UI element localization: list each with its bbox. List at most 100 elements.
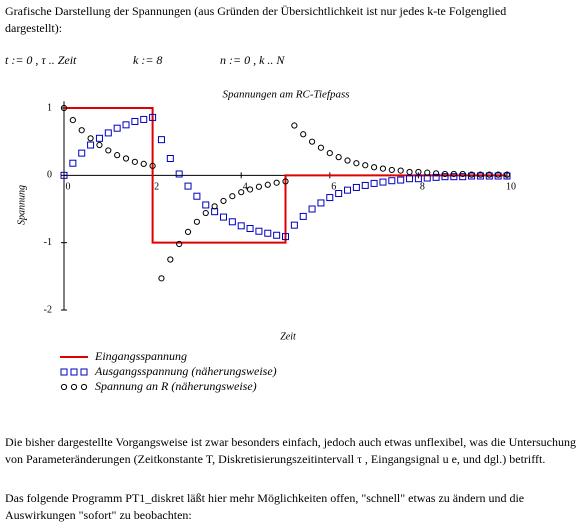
square-marker bbox=[379, 178, 387, 186]
circle-marker bbox=[397, 167, 404, 174]
square-marker bbox=[370, 179, 378, 187]
y-tick-label: -2 bbox=[44, 304, 52, 315]
legend-label: Spannung an R (näherungsweise) bbox=[95, 379, 257, 393]
square-marker bbox=[494, 172, 502, 180]
circle-marker bbox=[246, 186, 254, 193]
circle-marker bbox=[149, 162, 156, 170]
circle-marker bbox=[114, 152, 121, 159]
circle-marker bbox=[424, 169, 431, 176]
circle-marker bbox=[477, 171, 484, 178]
definition: n := 0 , k .. N bbox=[220, 53, 285, 67]
square-marker bbox=[308, 205, 316, 213]
x-tick-label: 4 bbox=[243, 182, 248, 193]
step-line bbox=[64, 107, 507, 244]
circle-marker bbox=[69, 117, 76, 124]
square-marker bbox=[459, 173, 467, 181]
circle-marker bbox=[193, 218, 200, 225]
circle-marker bbox=[184, 228, 192, 235]
square-marker bbox=[78, 149, 86, 157]
square-marker bbox=[157, 136, 165, 144]
square-marker bbox=[131, 117, 139, 125]
square-marker bbox=[149, 113, 157, 121]
legend-swatch bbox=[60, 368, 68, 376]
circle-marker bbox=[300, 131, 307, 138]
circle-marker bbox=[211, 203, 218, 210]
square-marker bbox=[228, 218, 236, 226]
circle-marker bbox=[229, 193, 236, 200]
circle-marker bbox=[459, 170, 466, 178]
square-marker bbox=[441, 173, 449, 181]
circle-marker bbox=[220, 197, 227, 205]
circle-marker bbox=[238, 189, 245, 196]
square-marker bbox=[219, 213, 227, 221]
circle-marker bbox=[87, 135, 94, 142]
square-marker bbox=[122, 121, 130, 129]
square-marker bbox=[406, 175, 414, 183]
circle-marker bbox=[291, 122, 298, 129]
square-marker bbox=[388, 177, 396, 185]
square-marker bbox=[202, 201, 210, 209]
square-marker bbox=[414, 175, 422, 183]
square-marker bbox=[397, 176, 405, 184]
square-marker bbox=[87, 141, 95, 149]
circle-marker bbox=[255, 183, 263, 190]
circle-marker bbox=[105, 147, 112, 154]
y-axis-label: Spannung bbox=[16, 185, 27, 225]
square-marker bbox=[317, 199, 325, 207]
x-tick-label: 10 bbox=[506, 182, 516, 193]
circle-marker bbox=[486, 171, 493, 178]
circle-marker bbox=[273, 179, 280, 186]
square-marker bbox=[193, 192, 201, 200]
square-marker bbox=[282, 233, 289, 241]
square-marker bbox=[255, 227, 263, 235]
circle-marker bbox=[406, 168, 413, 176]
circle-marker bbox=[468, 171, 475, 178]
x-axis-label: Zeit bbox=[280, 331, 296, 342]
circle-marker bbox=[317, 144, 325, 151]
circle-marker bbox=[503, 171, 511, 178]
square-marker bbox=[104, 129, 112, 137]
paragraph: Die bisher dargestellte Vorgangsweise is… bbox=[5, 435, 576, 466]
circle-marker bbox=[96, 141, 103, 149]
circle-marker bbox=[140, 160, 147, 167]
legend-label: Ausgangsspannung (näherungsweise) bbox=[94, 364, 277, 378]
x-tick-label: 2 bbox=[154, 182, 159, 193]
square-marker bbox=[184, 182, 192, 190]
circle-marker bbox=[78, 127, 85, 134]
y-tick-label: 0 bbox=[47, 170, 52, 181]
square-marker bbox=[113, 124, 121, 132]
legend-swatch bbox=[70, 368, 78, 376]
square-marker bbox=[273, 231, 281, 239]
square-marker bbox=[175, 170, 183, 178]
circle-marker bbox=[371, 164, 378, 171]
intro-text: Grafische Darstellung der Spannungen (au… bbox=[5, 4, 507, 35]
legend-swatch bbox=[60, 383, 68, 391]
square-marker bbox=[352, 183, 360, 191]
circle-marker bbox=[495, 171, 502, 178]
circle-marker bbox=[122, 155, 130, 162]
square-marker bbox=[432, 173, 440, 181]
circle-marker bbox=[176, 240, 183, 248]
square-marker bbox=[140, 115, 148, 123]
definition: k := 8 bbox=[133, 53, 163, 67]
circle-marker bbox=[362, 162, 369, 169]
x-tick-label: 6 bbox=[331, 182, 336, 193]
square-marker bbox=[450, 173, 458, 181]
square-marker bbox=[326, 194, 334, 202]
circle-marker bbox=[433, 170, 440, 177]
paragraph: Das folgende Programm PT1_diskret läßt h… bbox=[5, 491, 525, 522]
circle-marker bbox=[326, 150, 333, 157]
square-marker bbox=[264, 229, 272, 237]
y-tick-label: 1 bbox=[47, 102, 52, 113]
circle-marker bbox=[202, 209, 209, 217]
square-marker bbox=[211, 208, 219, 216]
circle-marker bbox=[167, 256, 174, 263]
square-marker bbox=[503, 172, 511, 180]
square-marker bbox=[237, 222, 245, 230]
definition: t := 0 , τ .. Zeit bbox=[5, 53, 77, 67]
square-marker bbox=[60, 171, 68, 179]
chart: Spannungen am RC-Tiefpass Zeit Spannung … bbox=[16, 89, 516, 393]
circle-marker bbox=[388, 166, 395, 174]
legend-swatch bbox=[70, 383, 78, 391]
